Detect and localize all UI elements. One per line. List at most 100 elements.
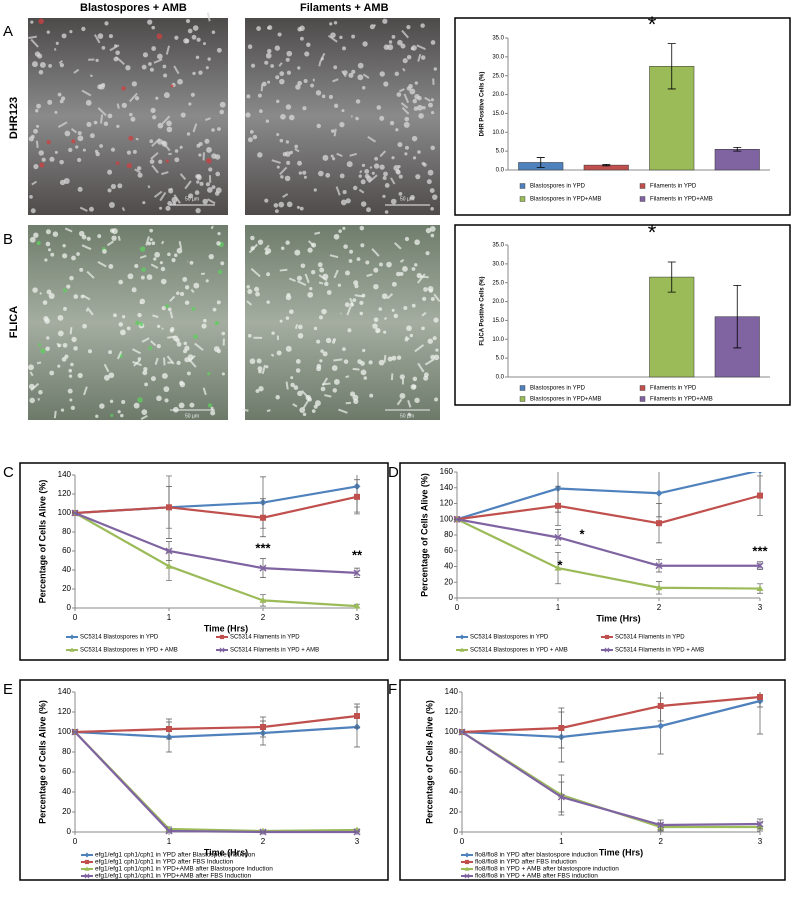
cell — [195, 208, 200, 213]
cell — [215, 321, 219, 325]
cell — [204, 139, 209, 144]
cell — [88, 349, 92, 353]
cell — [43, 316, 48, 321]
cell — [30, 21, 33, 24]
point — [605, 635, 609, 639]
cell — [70, 363, 74, 367]
cell — [386, 262, 392, 268]
cell — [149, 139, 153, 143]
cell — [365, 260, 369, 264]
cell — [365, 174, 370, 179]
y-tick-label: 20 — [62, 584, 71, 593]
cell — [174, 36, 178, 40]
y-tick-label: 15.0 — [492, 111, 504, 117]
cell — [116, 125, 119, 128]
cell — [356, 99, 361, 104]
series-line — [457, 519, 760, 588]
cell — [265, 251, 269, 255]
cell — [81, 27, 85, 31]
cell — [46, 336, 49, 339]
chart-frame — [455, 18, 790, 215]
cell — [319, 62, 320, 67]
cell — [71, 139, 75, 143]
cell — [143, 52, 148, 57]
cell — [403, 58, 408, 63]
annotation: * — [557, 557, 563, 572]
cell — [297, 206, 300, 209]
cell — [290, 383, 294, 387]
cell — [141, 276, 145, 280]
point — [465, 860, 469, 864]
y-tick-label: 80 — [62, 527, 71, 536]
cell — [118, 280, 123, 285]
cell — [343, 244, 348, 249]
cell — [307, 292, 313, 298]
cell — [296, 359, 301, 364]
cell — [157, 34, 163, 40]
cell — [322, 274, 328, 280]
y-axis-label: DHR Positive Cells (%) — [480, 72, 486, 137]
cell — [211, 226, 212, 229]
cell — [162, 306, 166, 310]
cell — [59, 160, 64, 165]
cell — [428, 103, 433, 108]
cell — [68, 369, 72, 373]
series-line — [462, 697, 760, 732]
cell — [197, 174, 202, 179]
y-tick-label: 20.0 — [492, 299, 504, 305]
cell — [198, 153, 201, 156]
cell — [152, 115, 156, 119]
micrograph — [245, 225, 440, 420]
series-line — [75, 497, 357, 518]
cell — [185, 300, 189, 304]
cell — [353, 369, 360, 370]
cell — [355, 295, 364, 296]
cell — [108, 114, 113, 119]
x-axis-label: Time (Hrs) — [599, 847, 643, 857]
cell — [164, 398, 168, 402]
cell — [150, 68, 154, 72]
legend-label: SC5314 Filaments in YPD + AMB — [615, 648, 704, 654]
y-tick-label: 30.0 — [492, 261, 504, 267]
cell — [222, 372, 225, 375]
cell — [378, 307, 382, 311]
cell — [280, 139, 284, 143]
cell — [134, 403, 140, 409]
y-tick-label: 10.0 — [492, 337, 504, 343]
cell — [415, 174, 420, 179]
y-tick-label: 0.0 — [496, 168, 505, 174]
cell — [299, 26, 304, 31]
cell — [101, 115, 102, 124]
cell — [166, 159, 169, 162]
cell — [395, 128, 398, 131]
cell — [327, 290, 332, 295]
cell — [422, 297, 426, 301]
cell — [360, 243, 364, 247]
cell — [321, 387, 326, 392]
cell — [108, 350, 112, 354]
cell — [68, 148, 72, 152]
y-tick-label: 20.0 — [492, 92, 504, 98]
cell — [64, 178, 70, 184]
cell — [128, 273, 134, 279]
cell — [71, 406, 75, 410]
cell — [296, 368, 301, 373]
legend-label: Filaments in YPD+AMB — [650, 397, 713, 403]
cell — [428, 170, 434, 176]
point — [354, 494, 360, 500]
annotation: *** — [752, 543, 768, 558]
cell — [431, 234, 435, 238]
cell — [359, 174, 362, 177]
cell — [271, 354, 273, 356]
point — [260, 724, 266, 730]
cell — [99, 144, 103, 148]
series-line — [75, 732, 357, 832]
y-tick-label: 10.0 — [492, 130, 504, 136]
cell — [295, 84, 300, 89]
cell — [218, 270, 222, 274]
cell — [97, 234, 101, 238]
x-axis-label: Time (Hrs) — [596, 613, 640, 623]
cell — [215, 172, 220, 177]
